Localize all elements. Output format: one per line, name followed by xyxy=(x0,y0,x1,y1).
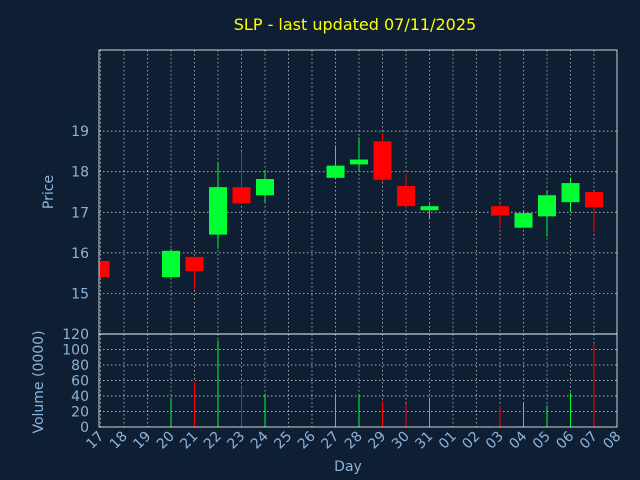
price-grid xyxy=(99,50,617,334)
price-tick-labels: 15 16 17 18 19 xyxy=(71,124,89,302)
candle-body xyxy=(420,206,439,211)
price-frame xyxy=(98,49,618,335)
x-tick-label: 20 xyxy=(154,429,178,453)
price-tick-label: 15 xyxy=(71,286,89,302)
candle-body xyxy=(162,250,180,278)
x-tick-label: 08 xyxy=(600,429,624,453)
x-tick-label: 23 xyxy=(224,429,248,453)
x-tick-label: 26 xyxy=(295,428,319,452)
volume-frame xyxy=(98,333,618,428)
x-axis-label: Day xyxy=(334,459,362,475)
price-tick-label: 18 xyxy=(71,165,89,181)
x-tick-label: 31 xyxy=(412,429,436,453)
x-tick-label: 06 xyxy=(553,428,577,452)
x-tick-label: 25 xyxy=(271,429,295,453)
candle-body xyxy=(185,256,204,272)
volume-tick-label: 100 xyxy=(62,343,89,359)
volume-tick-label: 60 xyxy=(71,374,89,390)
candle-body xyxy=(538,195,556,217)
candle-body xyxy=(99,260,110,278)
candle-body xyxy=(561,183,580,203)
x-tick-label: 30 xyxy=(389,429,413,453)
price-tick-label: 16 xyxy=(71,246,89,262)
x-tick-label: 01 xyxy=(436,429,460,453)
candle-body xyxy=(373,141,392,180)
x-tick-label: 05 xyxy=(530,429,554,453)
price-tick-label: 19 xyxy=(71,124,89,140)
x-tick-label: 02 xyxy=(459,429,483,453)
candle-body xyxy=(350,159,368,165)
candle-body xyxy=(514,213,533,228)
x-tick-labels: 17 18 19 20 21 22 23 24 25 26 27 28 29 30 31 01 02 03 04 05… xyxy=(83,428,624,452)
candle-body xyxy=(491,206,509,216)
candle-body xyxy=(585,192,603,208)
volume-tick-label: 40 xyxy=(71,389,89,405)
x-tick-label: 18 xyxy=(107,429,131,453)
x-tick-label: 29 xyxy=(365,429,389,453)
x-tick-label: 22 xyxy=(201,429,225,453)
candle-body xyxy=(256,179,274,196)
x-tick-label: 21 xyxy=(177,429,201,453)
volume-grid xyxy=(99,334,617,427)
x-tick-label: 19 xyxy=(130,429,154,453)
x-tick-label: 27 xyxy=(318,429,342,453)
x-tick-label: 03 xyxy=(483,429,507,453)
x-tick-label: 24 xyxy=(248,428,272,452)
candle-body xyxy=(232,187,251,204)
volume-tick-label: 80 xyxy=(71,358,89,374)
candle-body xyxy=(326,165,345,178)
candle-body xyxy=(209,187,227,235)
price-tick-label: 17 xyxy=(71,205,89,221)
volume-axis-label: Volume (0000) xyxy=(31,330,47,433)
candles xyxy=(99,133,603,290)
volume-tick-label: 120 xyxy=(62,327,89,343)
volume-bars xyxy=(170,340,595,427)
volume-tick-label: 20 xyxy=(71,405,89,421)
price-axis-label: Price xyxy=(41,175,57,209)
x-tick-label: 07 xyxy=(577,429,601,453)
x-tick-label: 04 xyxy=(506,428,530,452)
chart-title: SLP - last updated 07/11/2025 xyxy=(234,15,476,34)
volume-tick-label: 0 xyxy=(80,420,89,436)
candle-body xyxy=(397,185,415,207)
price-panel: 15 16 17 18 19 Price xyxy=(41,49,618,335)
x-tick-label: 28 xyxy=(342,429,366,453)
